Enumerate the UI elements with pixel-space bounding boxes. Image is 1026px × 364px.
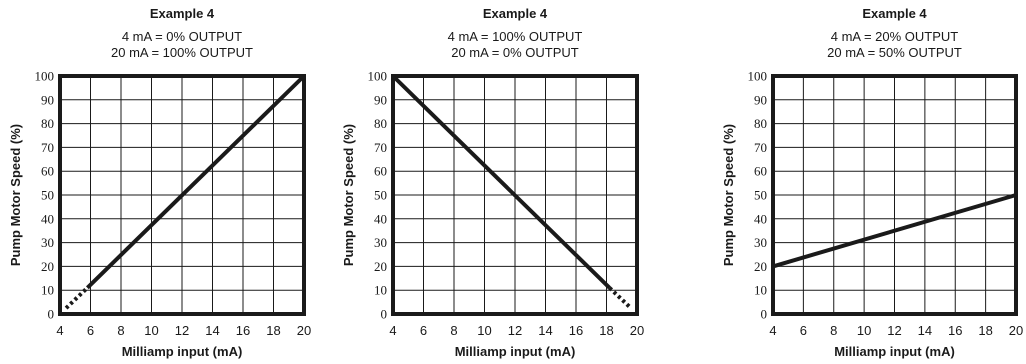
x-tick-label: 8 <box>117 323 124 338</box>
y-tick-label: 40 <box>41 211 54 226</box>
x-tick-label: 10 <box>857 323 871 338</box>
plot-frame <box>58 74 306 316</box>
y-tick-label: 30 <box>41 235 54 250</box>
y-tick-label: 30 <box>754 235 767 250</box>
y-tick-label: 10 <box>754 283 767 298</box>
x-tick-label: 6 <box>87 323 94 338</box>
chart-subtitle-line: 4 mA = 0% OUTPUT <box>122 29 242 44</box>
y-tick-label: 50 <box>41 188 54 203</box>
x-tick-label: 10 <box>144 323 158 338</box>
x-tick-label: 20 <box>630 323 644 338</box>
y-tick-label: 30 <box>374 235 387 250</box>
y-tick-label: 60 <box>754 164 767 179</box>
y-tick-label: 90 <box>754 92 767 107</box>
y-tick-label: 80 <box>374 116 387 131</box>
x-tick-label: 8 <box>830 323 837 338</box>
series-line <box>391 74 611 290</box>
y-axis-label: Pump Motor Speed (%) <box>721 124 736 266</box>
x-tick-label: 12 <box>175 323 189 338</box>
y-axis-label: Pump Motor Speed (%) <box>341 124 356 266</box>
x-tick-label: 18 <box>266 323 280 338</box>
chart-subtitle-line: 20 mA = 50% OUTPUT <box>827 45 962 60</box>
y-tick-label: 60 <box>374 164 387 179</box>
x-axis-label: Milliamp input (mA) <box>455 344 576 359</box>
y-tick-label: 100 <box>748 69 768 84</box>
y-tick-label: 70 <box>754 140 767 155</box>
x-tick-label: 4 <box>769 323 776 338</box>
y-tick-label: 70 <box>41 140 54 155</box>
series-line <box>772 193 1017 269</box>
series-line-dotted <box>64 286 89 310</box>
y-tick-label: 20 <box>754 259 767 274</box>
x-axis-label: Milliamp input (mA) <box>122 344 243 359</box>
y-tick-label: 40 <box>754 211 767 226</box>
y-tick-label: 100 <box>368 69 388 84</box>
series-line <box>86 74 306 290</box>
chart-subtitle-line: 20 mA = 0% OUTPUT <box>451 45 579 60</box>
x-tick-label: 16 <box>569 323 583 338</box>
y-tick-label: 0 <box>381 307 388 322</box>
y-tick-label: 20 <box>374 259 387 274</box>
y-tick-label: 90 <box>41 92 54 107</box>
chart-subtitle-line: 4 mA = 20% OUTPUT <box>831 29 959 44</box>
x-tick-label: 10 <box>477 323 491 338</box>
plot-frame <box>391 74 639 316</box>
y-tick-label: 100 <box>35 69 55 84</box>
x-tick-label: 20 <box>1009 323 1023 338</box>
chart-title: Example 4 <box>862 6 927 21</box>
y-axis-label: Pump Motor Speed (%) <box>8 124 23 266</box>
x-tick-label: 4 <box>389 323 396 338</box>
y-tick-label: 0 <box>48 307 55 322</box>
x-tick-label: 6 <box>800 323 807 338</box>
chart-subtitle-line: 4 mA = 100% OUTPUT <box>448 29 583 44</box>
x-tick-label: 16 <box>236 323 250 338</box>
x-tick-label: 14 <box>918 323 932 338</box>
chart-subtitle-line: 20 mA = 100% OUTPUT <box>111 45 253 60</box>
y-tick-label: 60 <box>41 164 54 179</box>
y-tick-label: 50 <box>374 188 387 203</box>
x-tick-label: 18 <box>978 323 992 338</box>
x-tick-label: 16 <box>948 323 962 338</box>
y-tick-label: 10 <box>41 283 54 298</box>
chart-title: Example 4 <box>150 6 215 21</box>
y-tick-label: 10 <box>374 283 387 298</box>
x-tick-label: 14 <box>538 323 552 338</box>
x-tick-label: 8 <box>450 323 457 338</box>
y-tick-label: 50 <box>754 188 767 203</box>
x-tick-label: 14 <box>205 323 219 338</box>
y-tick-label: 80 <box>41 116 54 131</box>
y-tick-label: 20 <box>41 259 54 274</box>
x-tick-label: 12 <box>508 323 522 338</box>
y-tick-label: 90 <box>374 92 387 107</box>
x-tick-label: 4 <box>56 323 63 338</box>
x-axis-label: Milliamp input (mA) <box>834 344 955 359</box>
series-line-dotted <box>608 286 633 310</box>
x-tick-label: 6 <box>420 323 427 338</box>
y-tick-label: 80 <box>754 116 767 131</box>
y-tick-label: 70 <box>374 140 387 155</box>
x-tick-label: 18 <box>599 323 613 338</box>
plot-frame <box>771 74 1018 316</box>
x-tick-label: 20 <box>297 323 311 338</box>
chart-title: Example 4 <box>483 6 548 21</box>
y-tick-label: 40 <box>374 211 387 226</box>
y-tick-label: 0 <box>761 307 768 322</box>
x-tick-label: 12 <box>887 323 901 338</box>
